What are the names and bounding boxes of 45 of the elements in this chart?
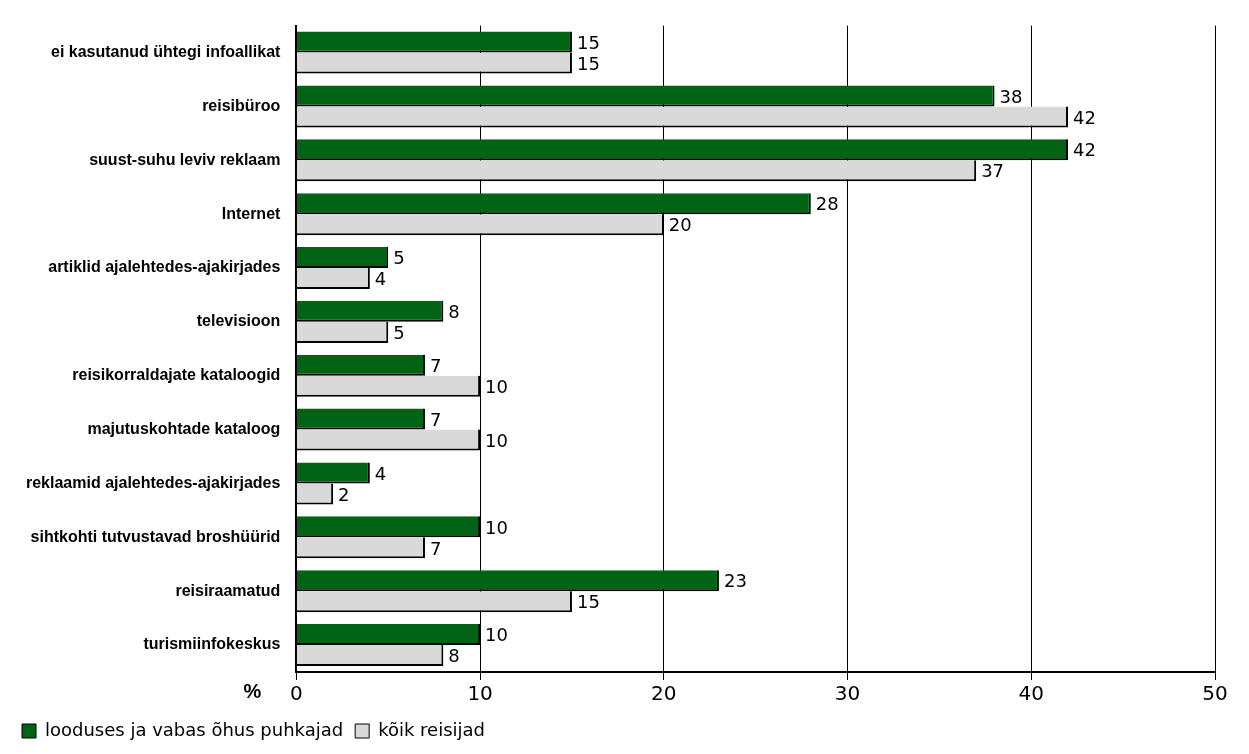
y-tick-label: reklaamid ajalehtedes-ajakirjades xyxy=(25,473,281,491)
y-tick-label: suust-suhu leviv reklaam xyxy=(89,150,281,168)
legend-label: looduses ja vabas õhus puhkajad xyxy=(45,718,344,740)
data-label: 38 xyxy=(999,85,1023,107)
data-label: 20 xyxy=(668,214,692,236)
data-label: 7 xyxy=(429,354,442,376)
data-label: 10 xyxy=(485,516,508,538)
y-tick-label: Internet xyxy=(221,204,282,222)
y-tick-label: ei kasutanud ühtegi infoallikat xyxy=(50,42,282,60)
data-label: 15 xyxy=(576,52,600,74)
data-label: 10 xyxy=(485,429,508,451)
legend-label: kõik reisijad xyxy=(378,718,486,740)
x-tick-label: 20 xyxy=(651,681,677,706)
x-tick-label: 50 xyxy=(1202,681,1228,706)
y-tick-label: artiklid ajalehtedes-ajakirjades xyxy=(48,258,281,276)
y-tick-label: reisiraamatud xyxy=(175,581,281,599)
data-label: 5 xyxy=(393,247,405,269)
data-label: 4 xyxy=(374,268,387,290)
data-label: 8 xyxy=(448,301,460,323)
data-label: 15 xyxy=(576,31,600,53)
x-tick-label: 40 xyxy=(1018,681,1044,706)
data-label: 7 xyxy=(429,408,442,430)
y-tick-label: majutuskohtade kataloog xyxy=(87,420,281,438)
data-label: 5 xyxy=(393,322,405,344)
y-tick-label: sihtkohti tutvustavad broshüürid xyxy=(30,527,281,545)
y-tick-label: turismiinfokeskus xyxy=(143,635,281,653)
data-label: 7 xyxy=(429,537,442,559)
data-label: 28 xyxy=(815,193,839,215)
data-label: 42 xyxy=(1073,106,1096,128)
data-label: 10 xyxy=(485,624,508,646)
data-label: 23 xyxy=(723,570,747,592)
y-tick-label: televisioon xyxy=(196,312,281,330)
y-tick-label: reisikorraldajate kataloogid xyxy=(72,366,281,384)
x-axis-title: % xyxy=(243,679,262,702)
data-label: 8 xyxy=(448,645,460,667)
x-tick-label: 30 xyxy=(834,681,861,706)
x-tick-label: 10 xyxy=(467,681,493,706)
data-label: 42 xyxy=(1073,139,1096,161)
data-label: 2 xyxy=(338,483,350,505)
data-label: 4 xyxy=(374,462,387,484)
y-tick-label: reisibüroo xyxy=(202,96,281,114)
data-label: 10 xyxy=(485,375,508,397)
data-label: 37 xyxy=(981,160,1005,182)
x-tick-label: 0 xyxy=(290,681,303,706)
data-label: 15 xyxy=(576,591,600,613)
